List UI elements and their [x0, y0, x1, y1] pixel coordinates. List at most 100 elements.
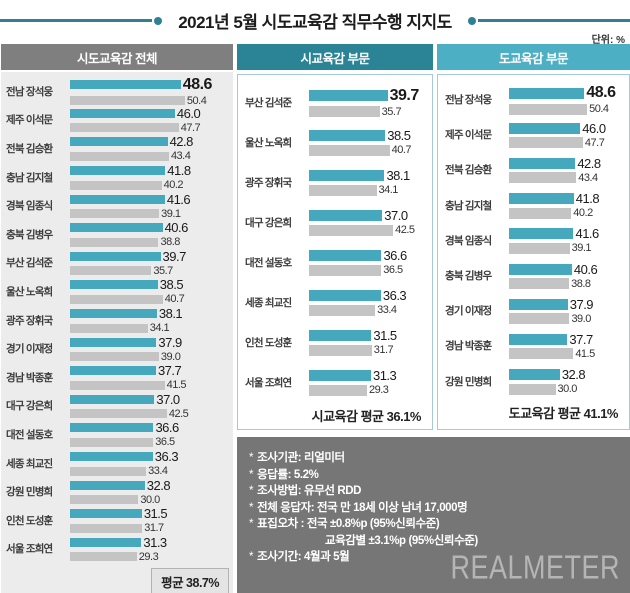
chart-row: 충남 김지철 41.8 40.2 [445, 188, 624, 223]
teal-bar-value: 31.5 [143, 506, 168, 522]
teal-bar [70, 537, 142, 547]
teal-bar-line: 38.1 [70, 306, 229, 321]
gray-bar [70, 352, 159, 362]
gray-bar-line: 40.2 [509, 207, 624, 219]
chart-row: 전남 장석웅 48.6 50.4 [6, 76, 229, 107]
title-dot-left [154, 16, 163, 25]
bar-group: 48.6 50.4 [70, 76, 229, 107]
gray-bar-value: 40.2 [163, 179, 184, 192]
gray-bar [309, 184, 377, 196]
candidate-label: 전북 김승환 [445, 164, 492, 177]
teal-bar [70, 80, 181, 90]
teal-bar-value: 41.8 [167, 163, 191, 179]
gray-bar-value: 39.0 [160, 350, 181, 363]
gray-bar-line: 34.1 [70, 322, 229, 334]
chart-row: 대전 설동호 36.6 36.5 [245, 242, 427, 282]
panel-city-body: 부산 김석준 39.7 35.7 울산 노옥희 38.5 40.7 광주 장휘국 38.1 34… [237, 74, 433, 430]
chart-row: 대구 강은희 37.0 42.5 [6, 392, 229, 421]
chart-row: 충남 김지철 41.8 40.2 [6, 163, 229, 192]
gray-bar-line: 31.7 [70, 522, 229, 534]
teal-bar [70, 366, 156, 376]
gray-bar [70, 209, 160, 219]
survey-info-line: * 조사기관: 리얼미터 [249, 452, 345, 464]
gray-bar-value: 42.5 [168, 407, 189, 420]
gray-bar-line: 47.7 [509, 137, 624, 149]
candidate-label: 부산 김석준 [245, 96, 292, 109]
teal-bar-line: 37.9 [70, 335, 229, 350]
candidate-label: 충남 김지철 [445, 199, 492, 212]
teal-bar-value: 38.1 [158, 306, 183, 322]
chart-row: 인천 도성훈 31.5 31.7 [6, 506, 229, 535]
gray-bar [509, 383, 556, 395]
teal-bar-value: 31.3 [372, 368, 397, 383]
chart-row: 경남 박종훈 37.7 41.5 [6, 363, 229, 392]
gray-bar-value: 43.4 [578, 171, 598, 184]
gray-bar-line: 34.1 [309, 184, 427, 196]
teal-bar-line: 41.6 [70, 192, 229, 207]
gray-bar [509, 207, 572, 219]
gray-bar [309, 344, 372, 356]
bar-group: 31.5 31.7 [70, 506, 229, 534]
teal-bar-value: 37.7 [157, 363, 182, 379]
chart-row: 강원 민병희 32.8 30.0 [6, 477, 229, 506]
bar-group: 42.8 43.4 [70, 134, 229, 162]
chart-row: 경북 임종식 41.6 39.1 [6, 191, 229, 220]
teal-bar-line: 42.8 [509, 156, 624, 171]
teal-bar [70, 423, 154, 433]
bar-group: 31.3 29.3 [70, 535, 229, 563]
teal-bar [70, 309, 157, 319]
teal-bar [70, 166, 166, 176]
teal-bar-value: 40.6 [164, 220, 189, 236]
gray-bar-value: 43.4 [170, 150, 191, 163]
teal-bar [70, 223, 163, 233]
title-dot-right [467, 16, 476, 25]
teal-bar [509, 369, 560, 381]
gray-bar [309, 264, 382, 276]
bar-group: 37.0 42.5 [70, 392, 229, 420]
teal-bar-line: 41.8 [70, 163, 229, 178]
teal-bar-line: 39.7 [70, 249, 229, 264]
gray-bar-value: 29.3 [369, 384, 389, 396]
bar-group: 36.6 36.5 [70, 420, 229, 448]
teal-bar-value: 37.9 [158, 334, 182, 350]
candidate-label: 강원 민병희 [6, 486, 53, 499]
candidate-label: 세종 최교진 [245, 296, 292, 309]
teal-bar [509, 87, 585, 99]
teal-bar-value: 32.8 [146, 477, 171, 493]
asterisk-bullet-icon: * [249, 518, 254, 530]
bar-group: 38.1 34.1 [70, 306, 229, 334]
survey-info-line: * 전체 응답자: 전국 만 18세 이상 남녀 17,000명 [249, 501, 468, 514]
chart-row: 세종 최교진 36.3 33.4 [6, 449, 229, 478]
bar-group: 31.3 29.3 [309, 368, 427, 396]
gray-bar-line: 43.4 [509, 172, 624, 184]
gray-bar-value: 40.7 [391, 144, 412, 156]
gray-bar [70, 380, 165, 390]
gray-bar-line: 39.1 [509, 242, 624, 254]
gray-bar-value: 31.7 [373, 344, 394, 356]
gray-bar-line: 50.4 [509, 103, 624, 115]
gray-bar-value: 34.1 [378, 184, 399, 196]
unit-label: 단위: % [591, 35, 625, 46]
bar-group: 32.8 30.0 [509, 367, 624, 395]
candidate-label: 경북 임종식 [6, 200, 53, 213]
chart-row: 충북 김병우 40.6 38.8 [6, 220, 229, 249]
teal-bar [70, 480, 145, 490]
gray-bar-line: 39.1 [70, 208, 229, 220]
candidate-label: 경기 이재정 [445, 305, 492, 318]
gray-bar-value: 33.4 [377, 304, 397, 316]
gray-bar [509, 172, 577, 184]
gray-bar [70, 294, 163, 304]
teal-bar-value: 38.5 [387, 128, 411, 143]
teal-bar-value: 48.6 [586, 84, 616, 102]
gray-bar-line: 41.5 [509, 348, 624, 360]
teal-bar [309, 130, 386, 141]
average-badge: 평균 38.7% [151, 568, 229, 593]
teal-bar [70, 194, 165, 204]
bar-group: 31.5 31.7 [309, 328, 427, 356]
gray-bar-line: 40.7 [70, 293, 229, 305]
survey-info-line: 교육감별 ±3.1%p (95%신뢰수준) [325, 534, 478, 547]
teal-bar-line: 46.0 [509, 121, 624, 136]
gray-bar-value: 31.7 [144, 522, 164, 535]
teal-bar [70, 394, 155, 404]
gray-bar-value: 39.1 [571, 242, 592, 255]
